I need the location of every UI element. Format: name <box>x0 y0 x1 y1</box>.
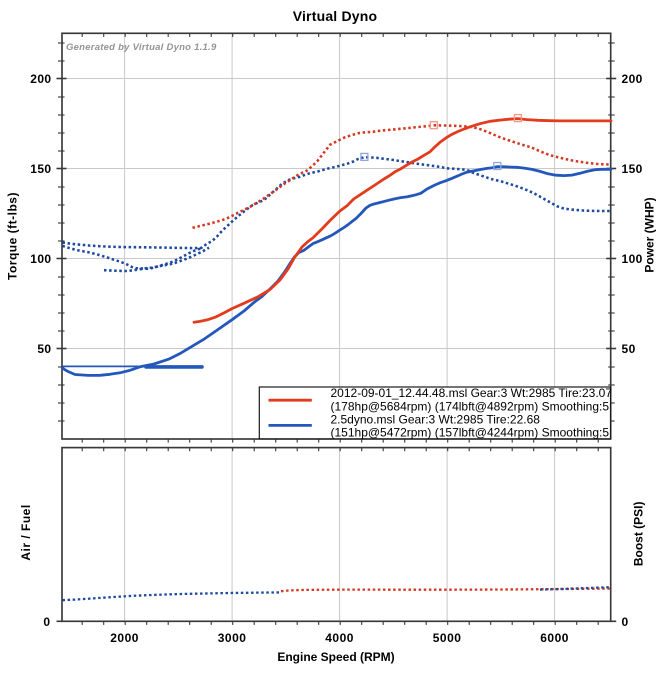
svg-text:Torque (ft-lbs): Torque (ft-lbs) <box>6 192 20 280</box>
svg-text:2.5dyno.msl Gear:3 Wt:2985 Tir: 2.5dyno.msl Gear:3 Wt:2985 Tire:22.68 <box>331 412 541 426</box>
svg-text:100: 100 <box>622 252 643 266</box>
svg-text:Generated by Virtual Dyno 1.1.: Generated by Virtual Dyno 1.1.9 <box>66 42 217 53</box>
svg-text:Power (WHP): Power (WHP) <box>643 197 657 272</box>
svg-text:50: 50 <box>37 342 51 356</box>
svg-text:(151hp@5472rpm) (157lbft@4244r: (151hp@5472rpm) (157lbft@4244rpm) Smooth… <box>331 426 610 440</box>
svg-text:0: 0 <box>622 615 629 629</box>
svg-text:150: 150 <box>30 162 51 176</box>
svg-text:(178hp@5684rpm) (174lbft@4892r: (178hp@5684rpm) (174lbft@4892rpm) Smooth… <box>331 399 610 413</box>
svg-text:6000: 6000 <box>540 631 569 645</box>
svg-text:150: 150 <box>622 162 643 176</box>
svg-text:0: 0 <box>43 615 50 629</box>
svg-text:5000: 5000 <box>433 631 462 645</box>
svg-text:200: 200 <box>622 72 643 86</box>
svg-text:Engine Speed (RPM): Engine Speed (RPM) <box>277 650 394 664</box>
svg-text:100: 100 <box>30 252 51 266</box>
svg-text:2000: 2000 <box>110 631 139 645</box>
svg-text:4000: 4000 <box>325 631 354 645</box>
svg-text:Virtual Dyno: Virtual Dyno <box>293 8 378 24</box>
svg-text:Air / Fuel: Air / Fuel <box>19 504 33 560</box>
svg-text:Boost (PSI): Boost (PSI) <box>631 501 645 566</box>
svg-text:3000: 3000 <box>218 631 247 645</box>
svg-text:2012-09-01_12.44.48.msl Gear:3: 2012-09-01_12.44.48.msl Gear:3 Wt:2985 T… <box>331 386 613 400</box>
svg-text:50: 50 <box>622 342 636 356</box>
svg-text:200: 200 <box>30 72 51 86</box>
